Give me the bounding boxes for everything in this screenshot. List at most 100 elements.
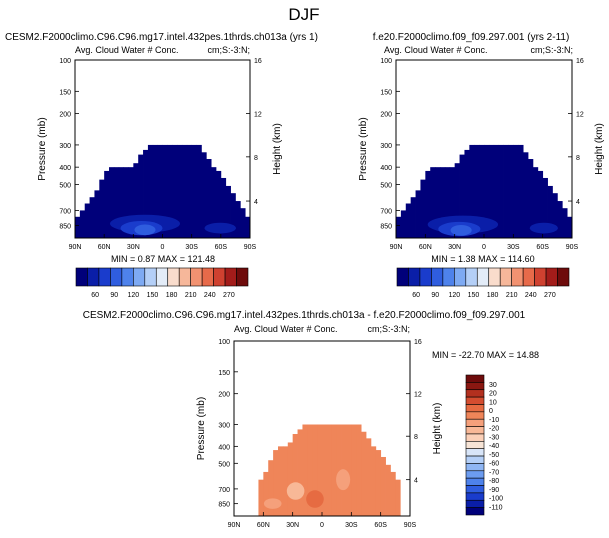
heatmap-cell [287,442,294,516]
colorbar-label: -90 [489,487,499,494]
colorbar-swatch [144,267,157,287]
heatmap-cell [513,144,519,238]
colorbar-swatch [454,267,467,287]
panel1-subtitle-left: Avg. Cloud Water # Conc. [75,45,179,55]
heatmap-cell [396,216,402,238]
panel2-minmax: MIN = 1.38 MAX = 114.60 [431,254,534,264]
panel2-subtitle-right: cm;S:-3:N; [530,45,573,55]
heatmap-cell [302,424,308,516]
field [258,424,401,516]
colorbar-label: 270 [223,292,235,299]
heatmap-feature [336,469,351,491]
heatmap-cell [469,144,475,238]
colorbar-label: 240 [204,292,216,299]
heatmap-cell [459,154,465,238]
colorbar-label: 120 [127,292,139,299]
heatmap-cell [297,429,303,516]
heatmap-cell [317,424,323,516]
heatmap-feature [263,498,282,509]
lat-tick-label: 30S [185,244,198,251]
panel1-title: CESM2.F2000climo.C96.C96.mg17.intel.432p… [5,32,318,43]
heatmap-feature [306,490,324,508]
pressure-tick-label: 200 [59,112,71,119]
heatmap-cell [444,167,451,238]
colorbar-swatch [465,485,485,494]
pressure-tick-label: 500 [59,182,71,189]
heatmap-cell [400,210,407,238]
heatmap-cell [528,159,534,238]
pressure-tick-label: 700 [59,208,71,215]
colorbar-label: 150 [468,292,480,299]
lat-tick-label: 90N [69,244,82,251]
heatmap-feature [204,222,236,234]
heatmap-cell [415,190,421,238]
colorbar-panel2: 60 90 120 150 180 210 240 270 [396,267,570,299]
pressure-tick-label: 400 [59,165,71,172]
heatmap-cell [420,179,426,238]
y-axis-label-right: Height (km) [432,403,443,455]
pressure-tick-label: 300 [380,143,392,150]
lat-tick-label: 90S [244,244,257,251]
colorbar-swatch [465,455,485,464]
heatmap-feature [286,482,305,500]
heatmap-cell [128,167,134,238]
colorbar-label: 270 [544,292,556,299]
heatmap-cell [263,471,269,516]
heatmap-cell [211,167,217,238]
heatmap-cell [172,144,178,238]
heatmap-cell [196,144,202,238]
heatmap-cell [385,464,391,516]
colorbar-label: 90 [110,292,118,299]
colorbar-label: -100 [489,496,503,503]
heatmap-cell [464,149,470,238]
heatmap-cell [435,167,441,238]
heatmap-cell [201,152,207,238]
colorbar-swatch [213,267,226,287]
heatmap-cell [405,203,412,238]
height-tick-label: 4 [576,199,580,206]
colorbar-swatch [465,448,485,457]
pressure-tick-label: 400 [380,165,392,172]
colorbar-label: 60 [412,292,420,299]
heatmap-cell [152,144,159,238]
panel3-title: CESM2.F2000climo.C96.C96.mg17.intel.432p… [83,310,526,321]
colorbar-label: 240 [525,292,537,299]
pressure-tick-label: 500 [218,461,230,468]
heatmap-cell [322,424,328,516]
colorbar-swatch [522,267,535,287]
heatmap-cell [440,167,446,238]
colorbar-label: 90 [431,292,439,299]
heatmap-cell [147,144,154,238]
y-axis-label: Pressure (mb) [196,397,207,460]
heatmap-cell [240,208,246,238]
colorbar-swatch [465,441,485,449]
heatmap-cell [503,144,509,238]
colorbar-label: -60 [489,461,499,468]
colorbar-swatch [431,267,444,287]
pressure-tick-label: 150 [218,370,230,377]
heatmap-cell [230,193,236,238]
colorbar-swatch [224,267,237,287]
heatmap-cell [547,185,553,238]
heatmap-cell [542,177,548,238]
height-tick-label: 16 [576,58,584,65]
height-tick-label: 8 [576,155,580,162]
heatmap-feature [450,224,472,236]
panel3-subtitle-left: Avg. Cloud Water # Conc. [234,324,338,334]
colorbar-swatch [534,267,547,287]
heatmap-cell [326,424,333,516]
lat-tick-label: 90S [566,244,579,251]
heatmap-cell [118,167,125,238]
y-axis-label: Pressure (mb) [358,117,369,180]
colorbar-swatch [465,389,485,398]
colorbar-swatch [465,411,485,420]
panel3-minmax: MIN = -22.70 MAX = 14.88 [432,350,539,360]
heatmap-cell [351,424,357,516]
heatmap-cell [552,193,558,238]
heatmap-cell [346,424,352,516]
heatmap-cell [268,460,274,516]
heatmap-cell [425,170,431,238]
panel-3: 100 150 200 300 400 500 700 850 16 12 8 4 90N 60N 30N 0… [196,339,443,529]
pressure-tick-label: 850 [218,502,230,509]
colorbar-label: 150 [147,292,159,299]
